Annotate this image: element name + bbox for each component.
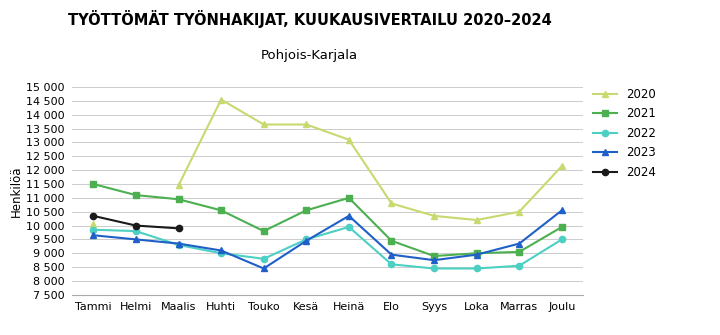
2021 (217, 208, 225, 212)
2021 (302, 208, 310, 212)
2021 (132, 193, 140, 197)
2024 (89, 214, 98, 218)
2022 (515, 264, 523, 268)
2022 (472, 266, 481, 270)
2022 (430, 266, 438, 270)
2022 (132, 229, 140, 233)
2021 (472, 251, 481, 255)
2021 (430, 254, 438, 258)
2023 (387, 253, 396, 257)
Line: 2022: 2022 (90, 224, 565, 272)
2022 (217, 251, 225, 255)
2021 (387, 239, 396, 243)
2022 (557, 238, 566, 242)
2022 (302, 238, 310, 242)
2022 (345, 225, 354, 229)
Legend: 2020, 2021, 2022, 2023, 2024: 2020, 2021, 2022, 2023, 2024 (588, 83, 661, 183)
2021 (515, 250, 523, 254)
2023 (345, 214, 354, 218)
2023 (430, 258, 438, 262)
Line: 2023: 2023 (90, 207, 565, 272)
2021 (345, 196, 354, 200)
2021 (259, 229, 268, 233)
Text: Pohjois-Karjala: Pohjois-Karjala (261, 49, 358, 62)
2022 (89, 228, 98, 232)
Line: 2021: 2021 (90, 181, 565, 259)
Line: 2024: 2024 (90, 213, 181, 231)
2023 (515, 242, 523, 246)
2022 (387, 262, 396, 266)
2023 (259, 266, 268, 270)
2023 (132, 238, 140, 242)
Y-axis label: Henkilöä: Henkilöä (10, 165, 23, 217)
2023 (557, 208, 566, 212)
2024 (132, 223, 140, 227)
2021 (174, 197, 183, 201)
2023 (302, 239, 310, 243)
Text: TYÖTTÖMÄT TYÖNHAKIJAT, KUUKAUSIVERTAILU 2020–2024: TYÖTTÖMÄT TYÖNHAKIJAT, KUUKAUSIVERTAILU … (68, 10, 552, 28)
2022 (174, 243, 183, 247)
2024 (174, 226, 183, 230)
2023 (174, 242, 183, 246)
2023 (89, 233, 98, 237)
2021 (557, 225, 566, 229)
2021 (89, 182, 98, 186)
2023 (472, 253, 481, 257)
2023 (217, 249, 225, 253)
2022 (259, 257, 268, 261)
